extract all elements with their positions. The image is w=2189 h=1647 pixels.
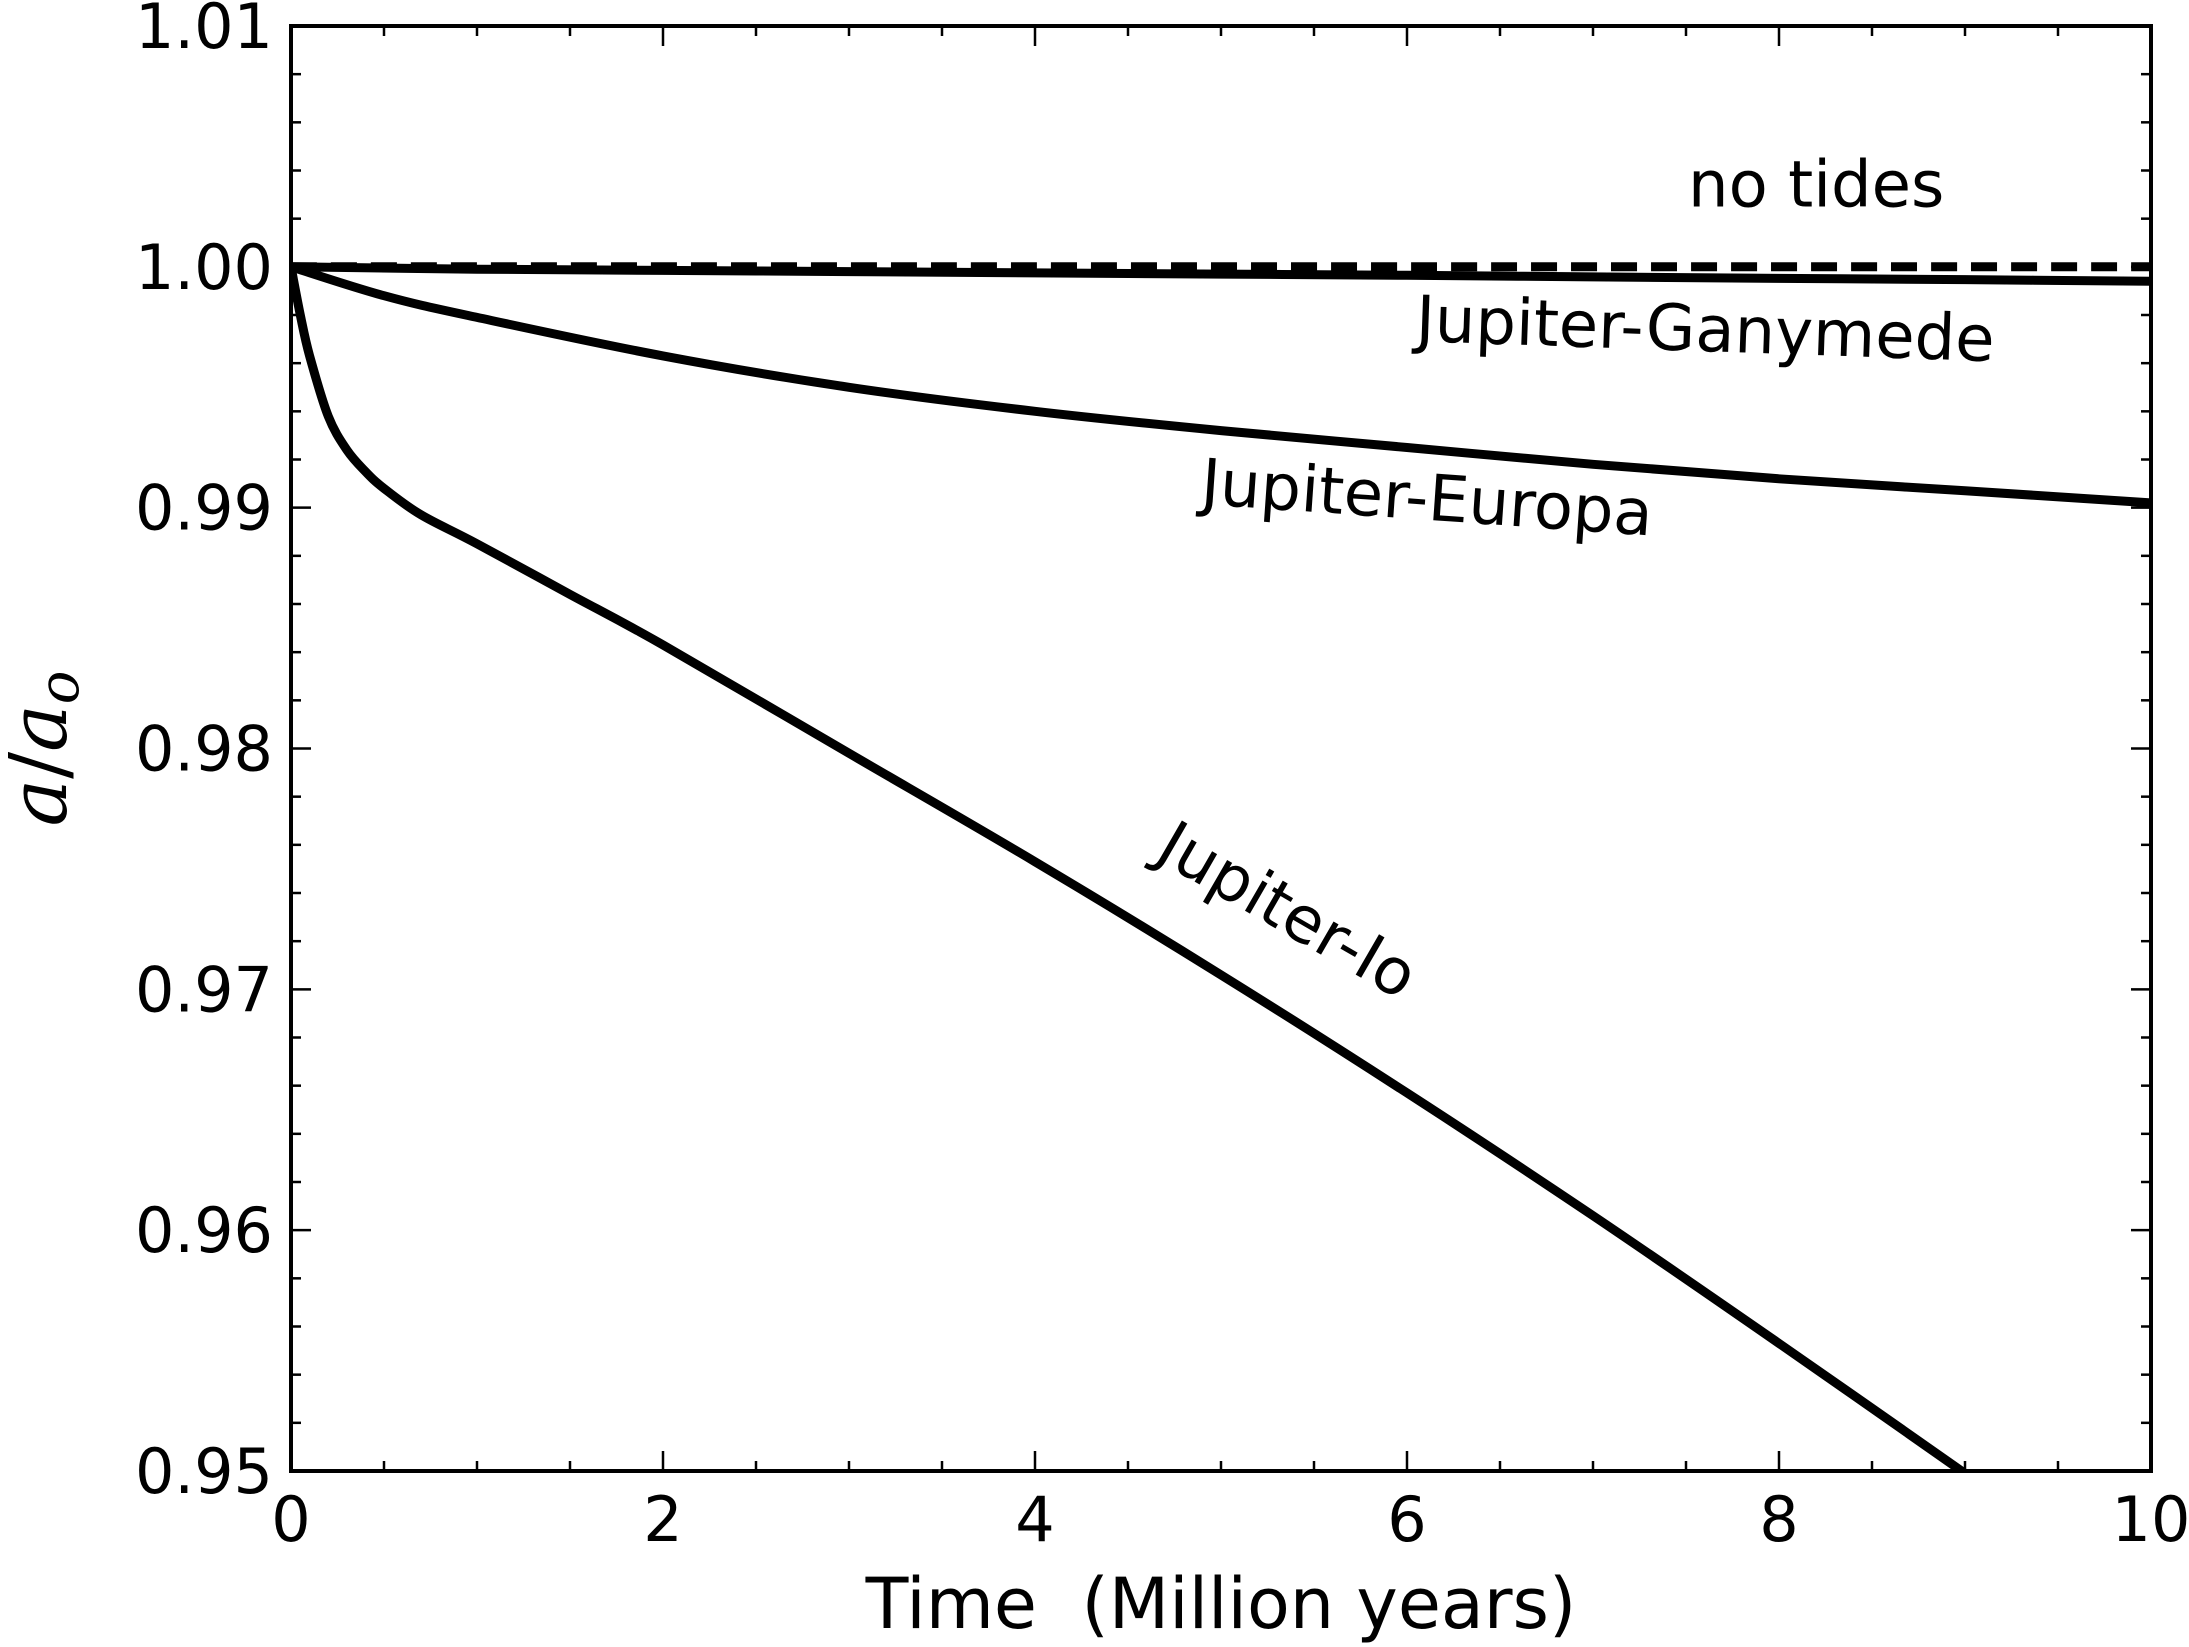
y-tick-label: 0.99: [135, 472, 273, 545]
y-axis-title: a/ao: [0, 670, 92, 826]
series-jupiter-ganymede-line: [291, 262, 2151, 286]
x-tick-label: 6: [1387, 1483, 1426, 1556]
y-axis-title-subscript: o: [27, 670, 92, 704]
x-tick-label: 8: [1759, 1483, 1798, 1556]
y-tick-label: 0.96: [135, 1194, 273, 1267]
series-jupiter-io-line: [291, 265, 1970, 1471]
x-tick-label: 0: [271, 1483, 310, 1556]
y-axis-title-slash: /: [0, 752, 85, 779]
series-group: [291, 262, 2151, 1471]
y-axis-title-base: a: [0, 704, 85, 752]
y-tick-label: 0.98: [135, 713, 273, 786]
series-jupiter-europa-line: [291, 262, 2151, 508]
y-axis-title-numerator: a: [0, 779, 85, 827]
curve-label-no-tides: no tides: [1688, 149, 1944, 223]
x-tick-label: 2: [643, 1483, 682, 1556]
tick-labels: 0 2 4 6 8 10 0.95 0.96 0.97 0.98 0.99 1.00 1.01: [135, 0, 2189, 1556]
plot-frame: [289, 24, 2153, 1473]
x-tick-label: 4: [1015, 1483, 1054, 1556]
y-tick-label: 0.97: [135, 953, 273, 1026]
y-tick-label: 1.00: [135, 231, 273, 304]
y-tick-label: 0.95: [135, 1435, 273, 1508]
x-tick-label: 10: [2112, 1483, 2189, 1556]
x-axis-title: Time (Million years): [865, 1563, 1577, 1645]
y-tick-label: 1.01: [135, 0, 273, 63]
